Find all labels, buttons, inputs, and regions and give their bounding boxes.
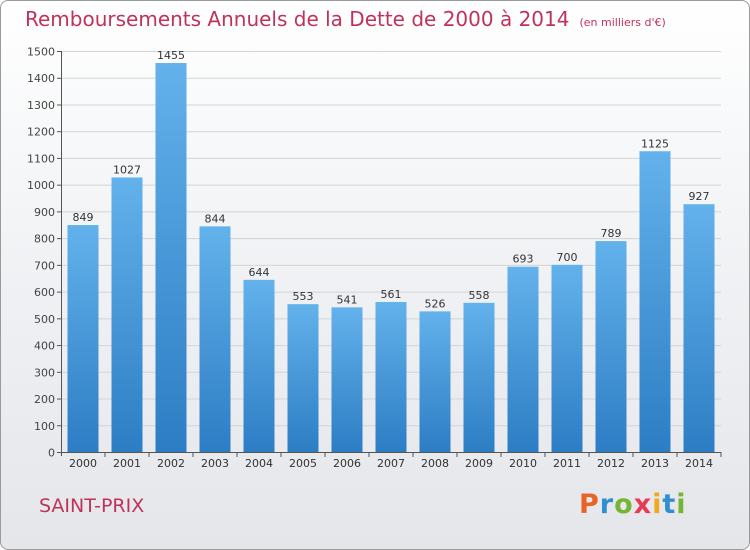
x-tick-label: 2007	[377, 457, 405, 470]
data-labels: 849 1027 1455 844 644 553 541 561 526 558 693 700 78…	[73, 49, 710, 310]
y-tick-label: 1200	[27, 126, 55, 139]
bar	[287, 304, 319, 452]
data-label: 1455	[157, 49, 185, 62]
x-tick-label: 2003	[201, 457, 229, 470]
data-label: 844	[205, 212, 226, 225]
data-label: 553	[293, 290, 314, 303]
bar	[463, 302, 495, 452]
data-label: 693	[513, 253, 534, 266]
bar	[375, 302, 407, 452]
x-tick-label: 2012	[597, 457, 625, 470]
y-tick-label: 400	[34, 340, 55, 353]
title-main: Remboursements Annuels de la Dette de 20…	[25, 7, 570, 31]
x-tick-label: 2008	[421, 457, 449, 470]
axes	[57, 51, 722, 457]
title-unit: (en milliers d'€)	[579, 16, 666, 29]
x-tick-label: 2009	[465, 457, 493, 470]
y-tick-label: 700	[34, 259, 55, 272]
bar	[639, 151, 671, 452]
bar	[595, 241, 627, 452]
y-tick-label: 0	[48, 447, 55, 460]
x-tick-label: 2011	[553, 457, 581, 470]
x-tick-label: 2000	[69, 457, 97, 470]
data-label: 558	[469, 289, 490, 302]
y-tick-label: 500	[34, 313, 55, 326]
commune-name: SAINT-PRIX	[39, 495, 145, 517]
y-tick-label: 1400	[27, 72, 55, 85]
data-label: 1027	[113, 163, 141, 176]
bar	[507, 266, 539, 452]
x-tick-label: 2010	[509, 457, 537, 470]
x-tick-label: 2002	[157, 457, 185, 470]
bar	[199, 226, 231, 452]
bar	[331, 307, 363, 452]
y-tick-label: 300	[34, 366, 55, 379]
data-label: 789	[601, 227, 622, 240]
bar	[551, 264, 583, 452]
data-label: 561	[381, 288, 402, 301]
data-label: 644	[249, 266, 270, 279]
chart-title: Remboursements Annuels de la Dette de 20…	[25, 7, 725, 31]
y-tick-label: 600	[34, 286, 55, 299]
x-tick-label: 2014	[685, 457, 713, 470]
data-label: 526	[425, 297, 446, 310]
y-tick-label: 1100	[27, 152, 55, 165]
proxiti-logo: Proxiti	[579, 489, 687, 520]
x-tick-label: 2004	[245, 457, 273, 470]
y-tick-label: 1000	[27, 179, 55, 192]
bar	[155, 63, 187, 452]
tick-labels: 0 100 200 300 400 500 600 700 800 900 1000 1100 1200…	[27, 46, 713, 471]
bars	[67, 63, 715, 452]
y-tick-label: 200	[34, 393, 55, 406]
data-label: 849	[73, 211, 94, 224]
data-label: 541	[337, 293, 358, 306]
bar	[419, 311, 451, 452]
y-tick-label: 800	[34, 233, 55, 246]
y-tick-label: 1500	[27, 46, 55, 59]
bar	[683, 204, 715, 452]
x-tick-label: 2006	[333, 457, 361, 470]
y-tick-label: 100	[34, 420, 55, 433]
y-tick-label: 1300	[27, 99, 55, 112]
bar	[111, 177, 143, 452]
x-tick-label: 2005	[289, 457, 317, 470]
x-tick-label: 2013	[641, 457, 669, 470]
data-label: 700	[557, 251, 578, 264]
data-label: 1125	[641, 137, 669, 150]
y-tick-label: 900	[34, 206, 55, 219]
bar	[67, 225, 99, 452]
bar	[243, 279, 275, 452]
x-tick-label: 2001	[113, 457, 141, 470]
data-label: 927	[689, 190, 710, 203]
